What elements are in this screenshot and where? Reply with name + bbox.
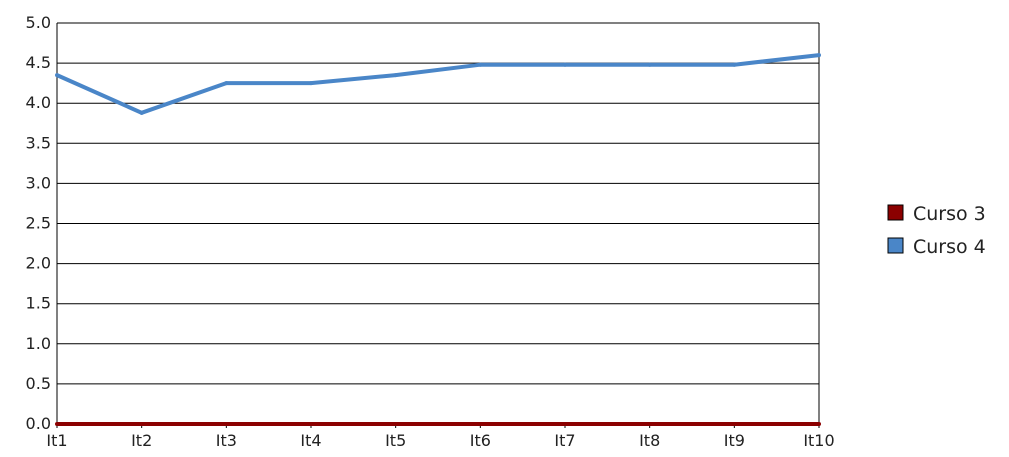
data-point bbox=[478, 62, 483, 67]
y-tick-label: 1.0 bbox=[26, 334, 51, 353]
data-point bbox=[224, 422, 229, 426]
data-point bbox=[647, 62, 652, 67]
y-tick-label: 4.5 bbox=[26, 53, 51, 72]
x-axis-tick-labels: It1 It2 It3 It4 It5 It6 It7 It8 It9 It10 bbox=[46, 431, 834, 450]
data-point bbox=[55, 422, 59, 426]
y-tick-label: 2.0 bbox=[26, 254, 51, 273]
data-point bbox=[732, 422, 737, 426]
data-point bbox=[563, 422, 567, 426]
x-tick-label: It2 bbox=[131, 431, 152, 450]
data-point bbox=[224, 81, 229, 86]
y-tick-label: 1.5 bbox=[26, 294, 51, 313]
x-tick-label: It9 bbox=[724, 431, 745, 450]
x-tick-label: It8 bbox=[639, 431, 660, 450]
legend-label: Curso 4 bbox=[913, 236, 986, 258]
y-tick-label: 0.0 bbox=[26, 414, 51, 433]
data-point bbox=[309, 422, 313, 426]
y-tick-label: 4.0 bbox=[26, 93, 51, 112]
legend-swatch bbox=[887, 237, 904, 254]
data-point bbox=[393, 73, 398, 78]
x-tick-label: It5 bbox=[385, 431, 406, 450]
data-point bbox=[563, 62, 567, 67]
data-point bbox=[817, 422, 821, 426]
data-point bbox=[393, 422, 398, 426]
legend-label: Curso 3 bbox=[913, 203, 986, 225]
y-tick-label: 3.5 bbox=[26, 133, 51, 152]
y-tick-label: 2.5 bbox=[26, 214, 51, 233]
data-point bbox=[817, 53, 821, 58]
data-point bbox=[478, 422, 483, 426]
data-point bbox=[309, 81, 313, 86]
x-tick-label: It10 bbox=[803, 431, 834, 450]
data-point bbox=[732, 62, 737, 67]
data-point bbox=[647, 422, 652, 426]
x-tick-label: It7 bbox=[554, 431, 575, 450]
y-tick-label: 5.0 bbox=[26, 13, 51, 32]
y-tick-label: 0.5 bbox=[26, 374, 51, 393]
grid-layer bbox=[57, 22, 819, 425]
legend-swatch bbox=[887, 204, 904, 221]
series-line-1 bbox=[56, 53, 820, 115]
y-axis-tick-labels: 0.0 0.5 1.0 1.5 2.0 2.5 3.0 3.5 4.0 4.5 5.0 bbox=[26, 13, 51, 433]
x-tick-label: It6 bbox=[470, 431, 491, 450]
series-layer bbox=[55, 53, 821, 426]
x-tick-label: It4 bbox=[300, 431, 321, 450]
x-tick-label: It1 bbox=[46, 431, 67, 450]
data-point bbox=[139, 422, 144, 426]
y-tick-label: 3.0 bbox=[26, 173, 51, 192]
data-point bbox=[55, 73, 59, 78]
data-point bbox=[139, 110, 144, 115]
axis-layer bbox=[56, 23, 820, 428]
legend: Curso 3 Curso 4 bbox=[887, 203, 986, 258]
x-tick-label: It3 bbox=[216, 431, 237, 450]
